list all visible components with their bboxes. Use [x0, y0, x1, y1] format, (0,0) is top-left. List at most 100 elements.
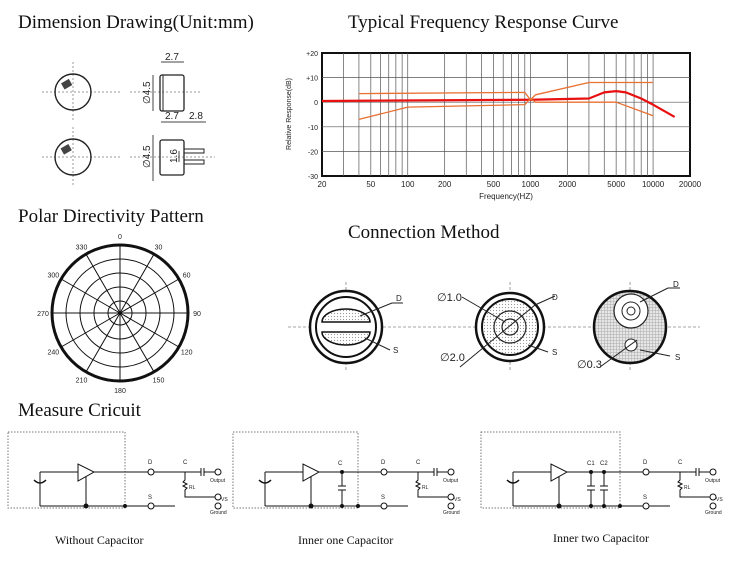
mic-port-icon	[60, 144, 72, 155]
label-ground: Ground	[705, 510, 722, 516]
dim-bottom-diameter: ∅4.5	[142, 145, 153, 168]
terminal-vs	[709, 493, 717, 501]
terminal-ground	[214, 502, 222, 510]
polar-spoke	[85, 312, 121, 373]
mic-front-circle	[54, 138, 92, 176]
resistor-icon	[181, 472, 215, 498]
capacitor-label: C2	[600, 461, 608, 467]
measure-title: Measure Cricuit	[18, 400, 141, 421]
terminal-s	[147, 502, 155, 510]
mic-side-body	[159, 74, 185, 112]
junction-dot	[340, 504, 344, 508]
y-tick-label: 0	[314, 100, 318, 107]
dotted-enclosure	[7, 431, 126, 509]
junction-dot	[340, 470, 344, 474]
polar-spoke	[119, 312, 180, 348]
polar-angle-label: 240	[47, 350, 59, 357]
dim-top-diameter: ∅4.5	[142, 81, 153, 104]
capacitor-label: C	[338, 461, 343, 467]
label-d: D	[148, 460, 153, 466]
label-rl: RL	[684, 485, 691, 491]
label-diameter-3: ∅0.3	[577, 359, 602, 371]
y-tick-label: -10	[308, 125, 318, 132]
circuit-1: D S C RL Output VS Ground	[7, 431, 228, 516]
x-tick-label: 20000	[679, 180, 702, 189]
x-tick-label: 200	[438, 180, 452, 189]
polar-angle-label: 30	[155, 244, 163, 251]
series-lower-limit	[358, 97, 654, 121]
polar-angle-label: 90	[193, 311, 201, 318]
dim-pin-length: 2.8	[189, 111, 203, 122]
label-c: C	[416, 460, 421, 466]
label-s: S	[393, 346, 398, 355]
junction-dot	[589, 504, 593, 508]
terminal-s	[642, 502, 650, 510]
dim-bottom-width: 2.7	[165, 111, 179, 122]
label-s: S	[148, 495, 152, 501]
microphone-icon	[258, 479, 272, 484]
junction-dot	[556, 503, 562, 509]
x-tick-label: 500	[487, 180, 501, 189]
label-s: S	[643, 495, 647, 501]
y-tick-label: +20	[306, 51, 318, 58]
polar-title: Polar Directivity Pattern	[18, 206, 204, 227]
series-response	[321, 90, 676, 118]
label-d: D	[396, 294, 402, 303]
label-c: C	[678, 460, 683, 466]
junction-dot	[589, 470, 593, 474]
plot-frame	[321, 52, 691, 177]
junction-dot	[602, 504, 606, 508]
connection-title: Connection Method	[348, 222, 500, 243]
dimension-title: Dimension Drawing(Unit:mm)	[18, 12, 254, 33]
polar-spoke	[85, 253, 121, 314]
label-vs: VS	[454, 497, 461, 503]
polar-angle-label: 180	[114, 388, 126, 395]
dotted-enclosure	[480, 431, 621, 509]
label-d: D	[673, 280, 679, 289]
resistor-icon	[676, 472, 710, 498]
junction-dot	[83, 503, 89, 509]
polar-angle-label: 150	[153, 378, 165, 385]
circuit-2: C D S C RL Output VS Ground	[232, 431, 461, 516]
terminal-ground	[447, 502, 455, 510]
x-tick-label: 2000	[558, 180, 576, 189]
label-d: D	[643, 460, 648, 466]
terminal-d	[642, 468, 650, 476]
microphone-icon	[506, 479, 520, 484]
junction-dot	[602, 470, 606, 474]
junction-dot	[618, 504, 622, 508]
label-output: Output	[443, 478, 459, 484]
terminal-output	[447, 468, 455, 476]
polar-spoke	[119, 253, 155, 314]
polar-angle-label: 300	[47, 273, 59, 280]
label-output: Output	[705, 478, 721, 484]
polar-angle-label: 270	[37, 311, 49, 318]
x-tick-label: 1000	[522, 180, 540, 189]
dotted-enclosure	[232, 431, 359, 509]
mic-port-icon	[61, 78, 73, 90]
polar-angle-label: 120	[181, 350, 193, 357]
label-vs: VS	[716, 497, 723, 503]
x-tick-label: 10000	[642, 180, 665, 189]
label-diameter-1: ∅1.0	[437, 292, 462, 304]
label-d: D	[552, 293, 558, 302]
circuit-caption-3: Inner two Capacitor	[553, 531, 649, 545]
label-c: C	[183, 460, 188, 466]
terminal-vs	[214, 493, 222, 501]
label-s: S	[381, 495, 385, 501]
connection-type-2: ∅1.0 ∅2.0 D S	[437, 291, 558, 368]
polar-angle-label: 210	[76, 378, 88, 385]
y-axis-label: Relative Response(dB)	[286, 78, 293, 150]
terminal-s	[380, 502, 388, 510]
mic-front-circle	[54, 73, 92, 111]
polar-spoke	[60, 278, 121, 314]
terminal-d	[380, 468, 388, 476]
polar-spoke	[60, 312, 121, 348]
label-diameter-2: ∅2.0	[440, 352, 465, 364]
y-tick-label: -20	[308, 149, 318, 156]
